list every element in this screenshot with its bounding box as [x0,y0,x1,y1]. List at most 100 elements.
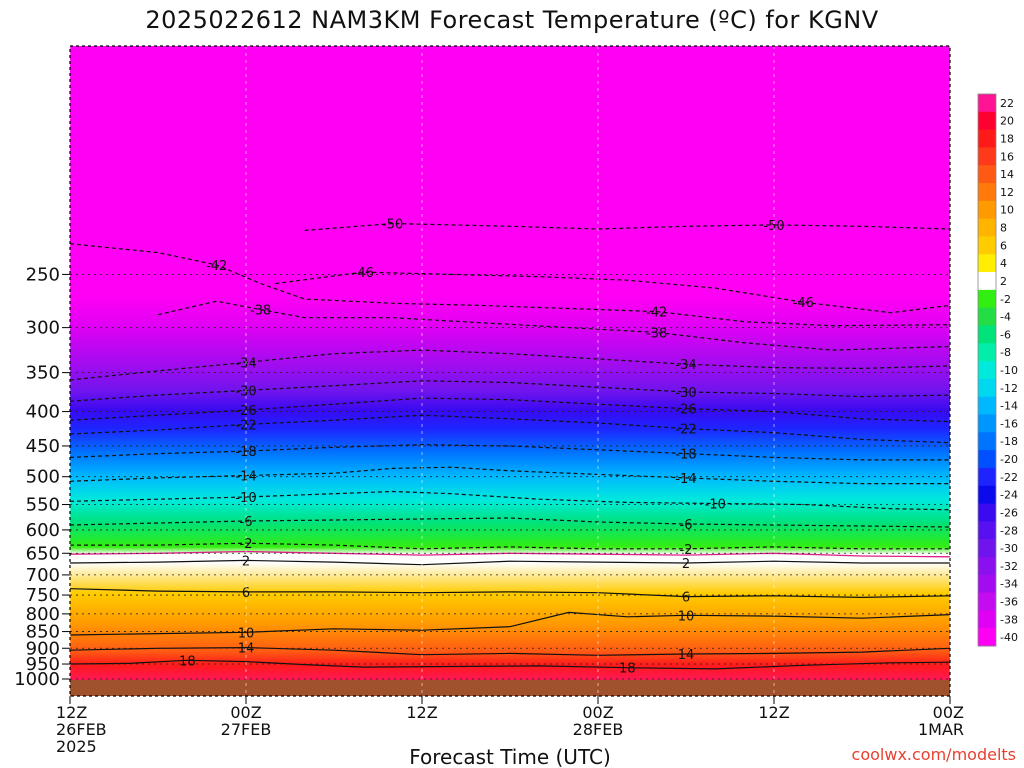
y-tick-label: 650 [26,543,60,564]
colorbar-label: 2 [1000,275,1007,288]
isotherm-label: 18 [179,654,196,669]
x-tick-label: 00Z [582,703,613,722]
isotherm-label: -10 [235,491,256,506]
colorbar-label: -20 [1000,453,1018,466]
isotherm-label: 6 [682,591,690,606]
colorbar-label: -18 [1000,435,1018,448]
x-tick-label: 28FEB [573,720,624,739]
colorbar-label: -4 [1000,311,1011,324]
colorbar-label: -30 [1000,542,1018,555]
source-watermark: coolwx.com/modelts [852,745,1016,764]
isotherm-line [70,559,950,566]
colorbar: 22 20 18 16 14 12 10 8 6 4 2 -2 -4 -6 -8 -10 -12 -14 -16 -1… [977,93,1018,647]
y-tick-label: 350 [26,363,60,384]
colorbar-swatch [978,218,996,237]
colorbar-frame [977,93,997,647]
isotherm-label: -50 [763,219,784,234]
y-tick-label: 300 [26,318,60,339]
colorbar-swatch [978,574,996,594]
colorbar-swatch [978,378,996,398]
colorbar-swatch [978,147,996,166]
colorbar-label: -16 [1000,417,1018,430]
x-axis-label: Forecast Time (UTC) [409,745,611,768]
colorbar-label: -12 [1000,382,1018,395]
x-tick-label: 12Z [56,703,87,722]
colorbar-label: -32 [1000,560,1018,573]
colorbar-label: -28 [1000,524,1018,537]
colorbar-swatch [978,556,996,576]
y-tick-label: 550 [26,495,60,516]
y-tick-label: 450 [26,436,60,457]
x-tick-label: 26FEB [56,720,107,739]
y-tick-label: 1000 [14,669,60,690]
grid-layer [70,46,950,696]
colorbar-label: 22 [1000,97,1014,110]
colorbar-swatch [978,254,996,273]
chart-title: 2025022612 NAM3KM Forecast Temperature (… [145,6,878,34]
colorbar-swatch [978,610,996,629]
colorbar-swatch [978,272,996,291]
isotherm-label: -46 [353,266,374,281]
colorbar-swatch [978,183,996,202]
isotherm-label: -2 [680,543,693,558]
isotherm-label: -18 [675,448,696,463]
y-tick-label: 600 [26,520,60,541]
colorbar-swatch [978,396,996,416]
isotherm-line [70,349,950,381]
isotherm-line [304,222,950,231]
colorbar-swatch [978,236,996,255]
x-tick-label: 12Z [758,703,789,722]
isotherm-line [157,300,950,351]
temperature-field [70,46,950,696]
colorbar-swatch [978,165,996,184]
colorbar-label: -2 [1000,293,1011,306]
isotherm-line [70,490,950,511]
colorbar-label: -26 [1000,506,1018,519]
colorbar-label: -8 [1000,346,1011,359]
isotherm-line [70,611,950,636]
colorbar-swatch [978,111,996,131]
plot-frame [69,45,951,697]
colorbar-label: 8 [1000,222,1007,235]
colorbar-swatch [978,503,996,522]
y-tick-label: 400 [26,402,60,423]
colorbar-label: -22 [1000,471,1018,484]
isotherm-label: -14 [235,470,256,485]
below-ground-band [70,680,950,696]
colorbar-label: 18 [1000,133,1014,146]
colorbar-swatch [978,450,996,469]
x-tick-label: 00Z [230,703,261,722]
colorbar-swatch [978,521,996,540]
x-tick-label: 2025 [56,737,97,756]
isotherm-label: 10 [678,609,695,624]
y-tick-label: 700 [26,565,60,586]
colorbar-swatch [978,628,996,647]
isotherm-label: -30 [675,386,696,401]
isotherm-label: 14 [678,648,695,663]
x-tick-label: 27FEB [221,720,272,739]
isotherm-line [70,646,950,656]
isotherm-layer: -50 -50-46-46-42-42-38-38-34 -34-30 -30-26-… [70,218,950,677]
colorbar-label: 14 [1000,168,1014,181]
colorbar-swatch [978,539,996,558]
isotherm-label: -38 [646,326,667,341]
isotherm-label: -42 [206,259,227,274]
isotherm-line [275,271,950,314]
isotherm-line [70,243,950,327]
isotherm-line [70,550,950,558]
colorbar-swatch [978,307,996,326]
colorbar-label: 20 [1000,115,1014,128]
isotherm-label: -46 [793,296,814,311]
colorbar-swatch [978,129,996,148]
isotherm-line [70,659,950,670]
colorbar-swatch [978,361,996,380]
isotherm-label: 18 [619,662,636,677]
y-tick-label: 800 [26,604,60,625]
colorbar-label: 10 [1000,204,1014,217]
isotherm-label: -22 [675,423,696,438]
plot-area: -50 -50-46-46-42-42-38-38-34 -34-30 -30-26-… [70,46,950,696]
colorbar-swatch [978,200,996,220]
colorbar-swatch [978,414,996,433]
